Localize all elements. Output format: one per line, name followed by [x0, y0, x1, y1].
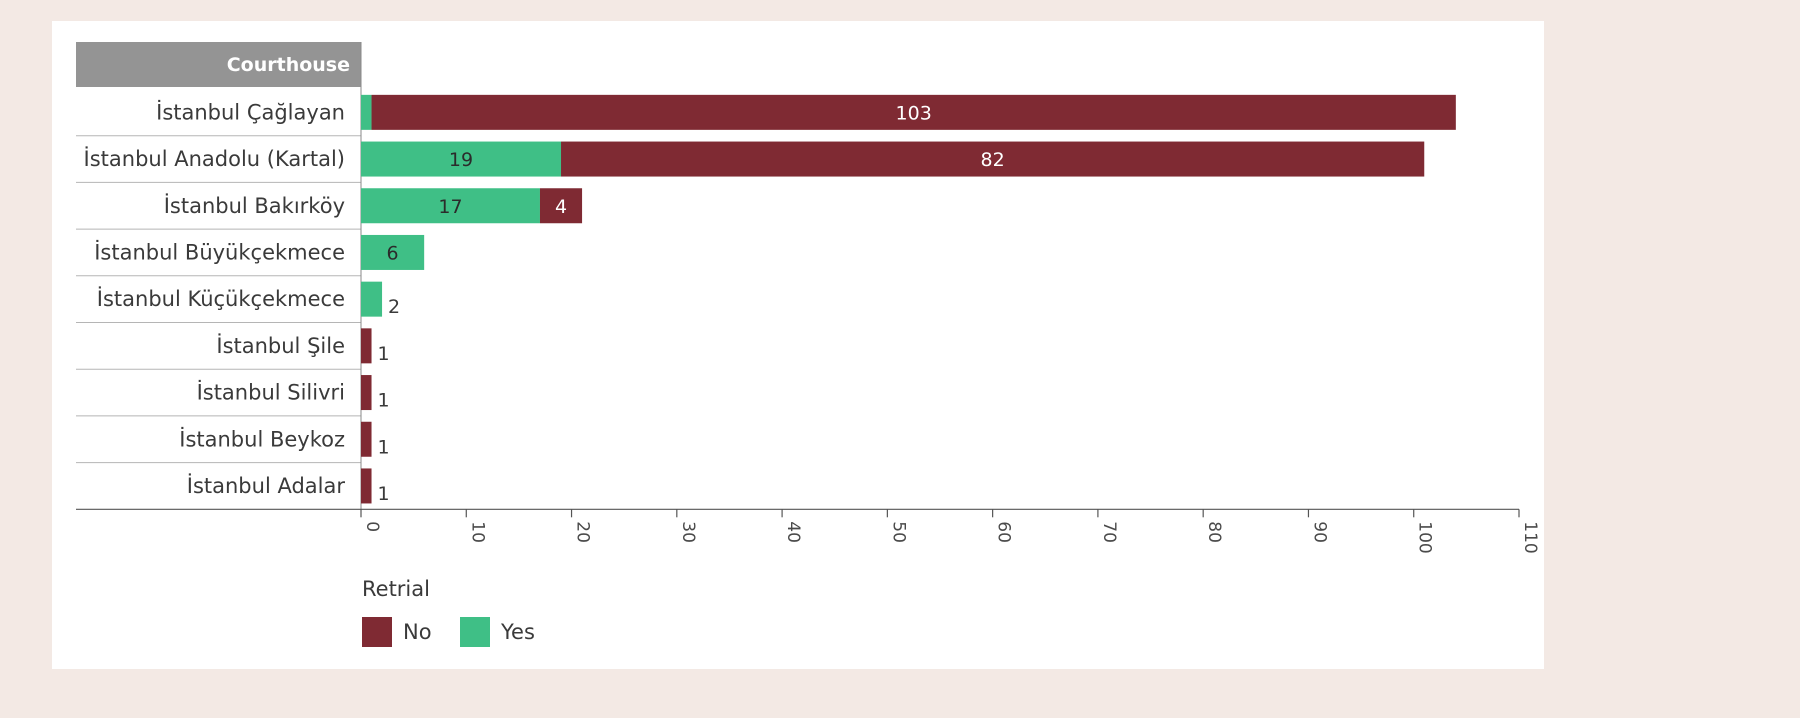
x-tick-label: 60: [994, 521, 1014, 543]
data-label: 19: [449, 149, 473, 171]
x-tick-label: 40: [783, 521, 803, 543]
x-axis: 0 10 20 30 40 50 60 70 80 90 100 110: [76, 508, 1540, 554]
x-tick-label: 50: [888, 521, 908, 543]
data-label: 82: [981, 149, 1005, 171]
category-label: İstanbul Silivri: [197, 380, 345, 405]
courthouse-header: Courthouse: [227, 54, 350, 76]
data-label: 6: [387, 242, 399, 264]
x-tick-label: 10: [467, 521, 487, 543]
x-tick-label: 0: [362, 521, 382, 532]
data-label: 17: [438, 196, 462, 218]
data-label: 2: [388, 296, 400, 318]
bar-yes: [361, 281, 383, 317]
bar-no: [539, 188, 583, 224]
category-label: İstanbul Adalar: [187, 473, 346, 498]
x-tick-label: 110: [1520, 521, 1540, 553]
legend-swatch-yes: [460, 617, 490, 647]
bar-no: [561, 141, 1425, 177]
data-label: 1: [378, 390, 390, 412]
bar-no: [361, 468, 372, 504]
x-tick-label: 90: [1309, 521, 1329, 543]
bar-yes: [361, 94, 372, 130]
x-tick-label: 70: [1099, 521, 1119, 543]
category-label: İstanbul Beykoz: [179, 426, 345, 451]
bars: 103 19 82 17 4 6 2 1 1 1 1: [361, 94, 1456, 505]
legend-label-yes: Yes: [500, 620, 535, 644]
x-tick-label: 100: [1415, 521, 1435, 553]
bar-yes: [361, 188, 540, 224]
bar-yes: [361, 234, 425, 270]
category-label: İstanbul Bakırköy: [164, 193, 345, 218]
category-rows: İstanbul Çağlayan İstanbul Anadolu (Karta…: [76, 42, 362, 510]
table-header: Courthouse: [76, 42, 361, 87]
bar-no: [361, 328, 372, 364]
legend-label-no: No: [403, 620, 432, 644]
bar-no: [361, 421, 372, 457]
legend-title: Retrial: [362, 577, 430, 601]
category-label: İstanbul Şile: [216, 333, 345, 358]
bar-no: [371, 94, 1456, 130]
category-label: İstanbul Anadolu (Kartal): [84, 146, 345, 171]
category-label: İstanbul Çağlayan: [156, 99, 345, 124]
x-tick-label: 30: [678, 521, 698, 543]
data-label: 4: [555, 196, 567, 218]
x-tick-label: 80: [1204, 521, 1224, 543]
category-label: İstanbul Küçükçekmece: [97, 286, 345, 311]
data-label: 1: [378, 343, 390, 365]
courthouse-header-bg: [76, 42, 361, 87]
x-tick-label: 20: [573, 521, 593, 543]
legend-swatch-no: [362, 617, 392, 647]
data-label: 1: [378, 436, 390, 458]
data-label: 1: [378, 483, 390, 505]
bar-no: [361, 375, 372, 411]
category-label: İstanbul Büyükçekmece: [94, 239, 345, 264]
bar-yes: [361, 141, 562, 177]
legend: Retrial No Yes: [362, 577, 535, 647]
data-label: 103: [896, 102, 932, 124]
